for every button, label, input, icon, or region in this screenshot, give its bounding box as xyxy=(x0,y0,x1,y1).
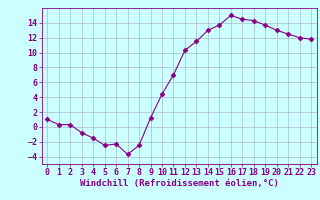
X-axis label: Windchill (Refroidissement éolien,°C): Windchill (Refroidissement éolien,°C) xyxy=(80,179,279,188)
